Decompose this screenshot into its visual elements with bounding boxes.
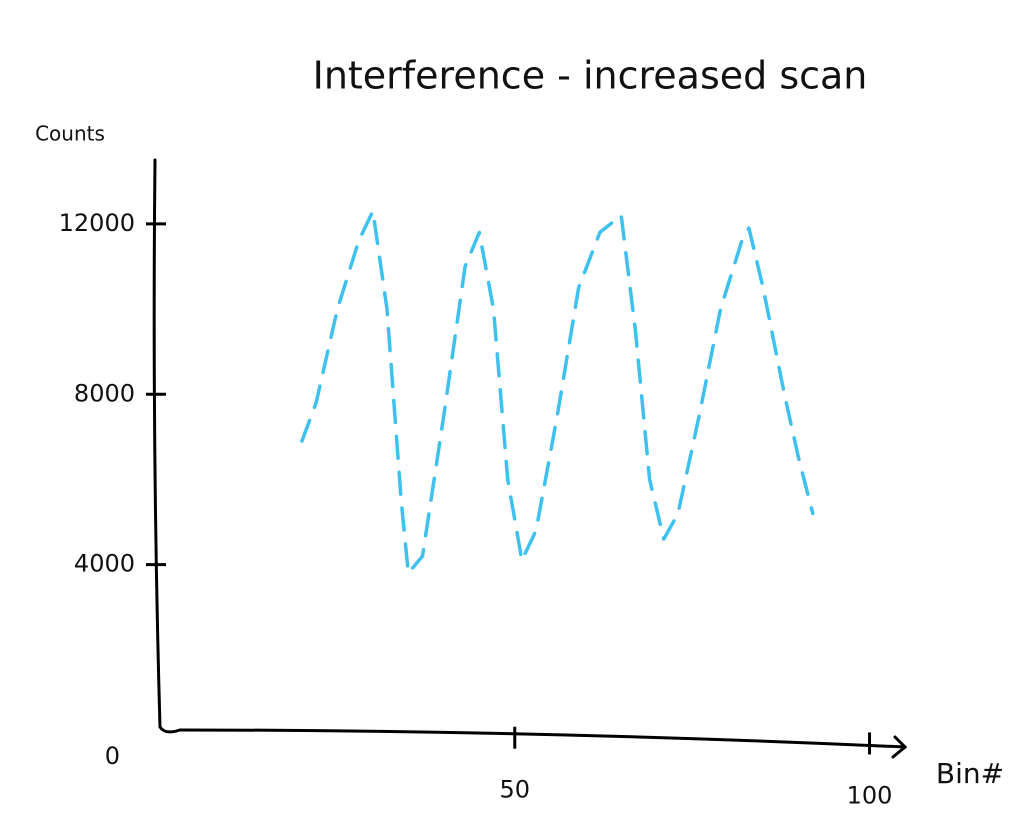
chart-title: Interference - increased scan (313, 54, 868, 98)
y-tick-label: 0 (105, 742, 120, 770)
x-axis-label: Bin# (936, 757, 1004, 790)
y-axis (152, 158, 182, 734)
data-line (300, 209, 815, 575)
y-axis-label: Counts (35, 122, 105, 146)
x-tick-label: 50 (499, 776, 530, 804)
y-tick-label: 12000 (59, 209, 135, 237)
x-tick-label: 100 (847, 781, 893, 809)
y-tick-label: 4000 (74, 550, 135, 578)
y-tick-label: 8000 (74, 379, 135, 407)
x-axis-arrow (891, 735, 908, 759)
x-axis (178, 728, 907, 749)
